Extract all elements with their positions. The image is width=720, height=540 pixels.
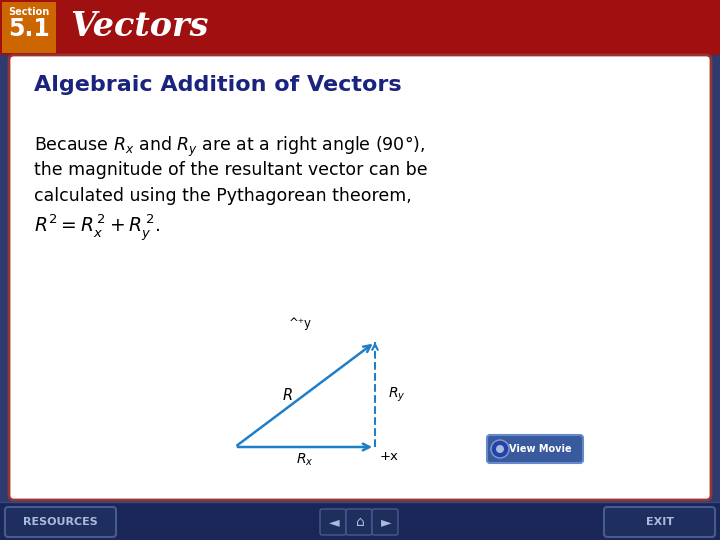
Circle shape xyxy=(491,440,509,458)
Text: $R$: $R$ xyxy=(282,387,292,402)
Text: Because $R_x$ and $R_y$ are at a right angle (90°),: Because $R_x$ and $R_y$ are at a right a… xyxy=(34,135,426,159)
Bar xyxy=(0,502,720,540)
Text: ►: ► xyxy=(381,515,391,529)
Text: Section: Section xyxy=(9,7,50,17)
Text: $R_x$: $R_x$ xyxy=(296,452,314,468)
Text: Vectors: Vectors xyxy=(70,10,208,43)
Circle shape xyxy=(496,445,504,453)
Text: $R_y$: $R_y$ xyxy=(388,386,405,404)
FancyBboxPatch shape xyxy=(320,509,346,535)
FancyBboxPatch shape xyxy=(372,509,398,535)
Text: +x: +x xyxy=(380,450,399,463)
Text: ⌂: ⌂ xyxy=(356,515,364,529)
Text: View Movie: View Movie xyxy=(509,444,571,454)
FancyBboxPatch shape xyxy=(346,509,372,535)
Bar xyxy=(0,0,720,55)
Bar xyxy=(2,2,56,53)
Text: calculated using the Pythagorean theorem,: calculated using the Pythagorean theorem… xyxy=(34,187,412,205)
Text: ◄: ◄ xyxy=(329,515,339,529)
FancyBboxPatch shape xyxy=(5,507,116,537)
Text: $\mathit{R}^2 = \mathit{R}_x^{\,2} + \mathit{R}_y^{\,2}$.: $\mathit{R}^2 = \mathit{R}_x^{\,2} + \ma… xyxy=(34,213,160,243)
FancyBboxPatch shape xyxy=(9,55,711,500)
FancyBboxPatch shape xyxy=(604,507,715,537)
Text: ^⁺y: ^⁺y xyxy=(289,318,312,330)
Text: Algebraic Addition of Vectors: Algebraic Addition of Vectors xyxy=(34,75,402,95)
Text: the magnitude of the resultant vector can be: the magnitude of the resultant vector ca… xyxy=(34,161,428,179)
Text: EXIT: EXIT xyxy=(646,517,674,527)
FancyBboxPatch shape xyxy=(487,435,583,463)
Text: 5.1: 5.1 xyxy=(8,17,50,41)
Text: RESOURCES: RESOURCES xyxy=(22,517,97,527)
